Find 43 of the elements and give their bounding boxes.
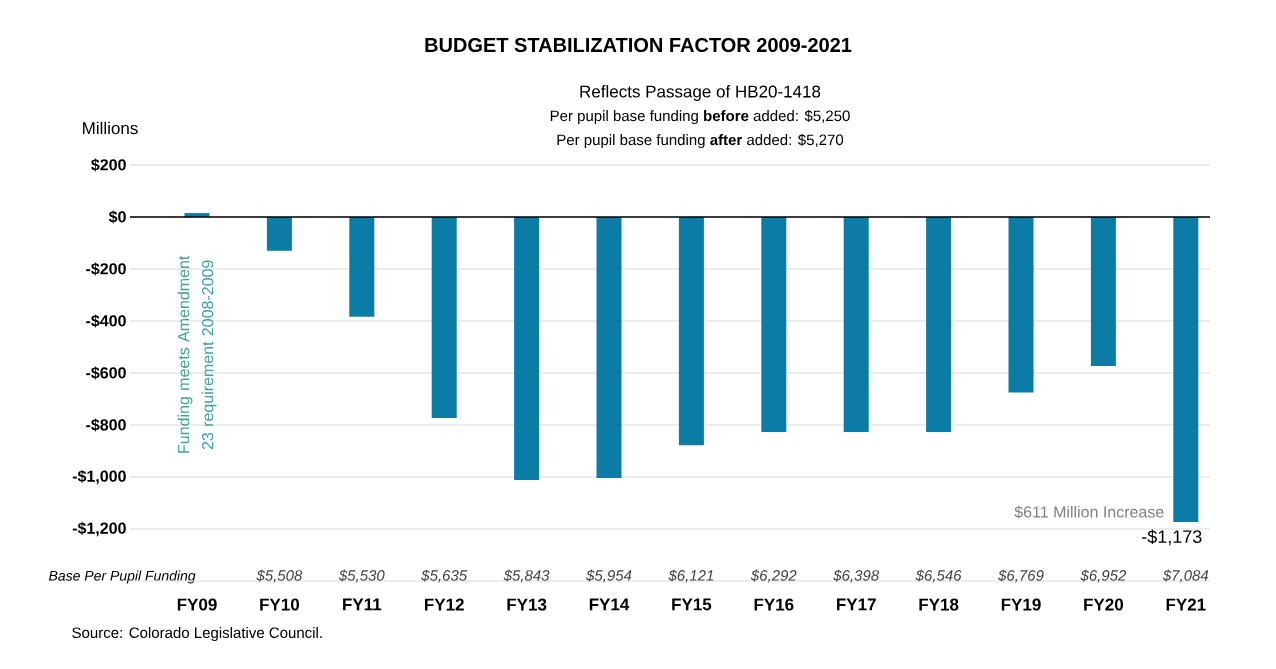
y-tick-label: -$200	[86, 262, 126, 276]
chart-subtitle: Reflects Passage of HB20-1418	[580, 85, 821, 101]
annotation: $5,954	[585, 569, 632, 583]
annotation: $611 Million Increase	[1014, 505, 1164, 519]
source-note: Source: Colorado Legislative Council.	[72, 627, 322, 641]
y-tick-label: -$800	[86, 418, 126, 432]
annotation: $6,546	[915, 569, 962, 583]
y-tick-label: -$600	[86, 366, 126, 380]
y-tick-label: -$1,200	[72, 521, 126, 537]
x-tick-label: FY21	[1166, 598, 1206, 611]
y-tick-label: -$1,000	[72, 469, 126, 485]
y-tick-label: $200	[91, 158, 126, 172]
annotation: Base Per Pupil Funding	[48, 570, 196, 584]
chart-title: BUDGET STABILIZATION FACTOR 2009-2021	[425, 37, 852, 53]
annotation: $6,292	[750, 569, 797, 583]
annotation: Funding meets Amendment 23 requirement 2008-2009	[177, 255, 217, 453]
annotation: $6,398	[833, 569, 880, 583]
x-tick-label: FY17	[837, 598, 876, 611]
text: Per pupil base funding after added: $5,270	[557, 133, 844, 149]
x-tick-label: FY18	[919, 598, 959, 611]
annotation: $5,508	[256, 569, 303, 583]
annotation: $6,769	[997, 569, 1044, 583]
x-tick-label: FY20	[1084, 598, 1124, 611]
annotation: $7,084	[1162, 569, 1209, 583]
x-tick-label: FY11	[343, 598, 382, 611]
y-tick-label: -$400	[86, 314, 126, 328]
y-tick-label: $0	[108, 210, 126, 224]
x-tick-label: FY10	[260, 598, 300, 611]
annotation: $6,121	[668, 569, 714, 583]
x-tick-label: FY12	[425, 598, 464, 611]
annotation: $5,843	[503, 569, 550, 583]
x-tick-label: FY13	[507, 598, 547, 611]
x-tick-label: FY19	[1001, 598, 1041, 611]
x-tick-label: FY14	[589, 598, 630, 611]
x-tick-label: FY09	[177, 598, 217, 611]
x-tick-label: FY16	[754, 598, 794, 611]
annotation: $6,952	[1080, 569, 1127, 583]
y-axis-title: Millions	[83, 121, 138, 135]
data-label: -$1,173	[1142, 529, 1202, 546]
text: Per pupil base funding before added: $5,250	[550, 109, 850, 125]
annotation: $5,635	[421, 569, 468, 583]
annotation: $5,530	[338, 569, 385, 583]
x-tick-label: FY15	[672, 598, 712, 611]
